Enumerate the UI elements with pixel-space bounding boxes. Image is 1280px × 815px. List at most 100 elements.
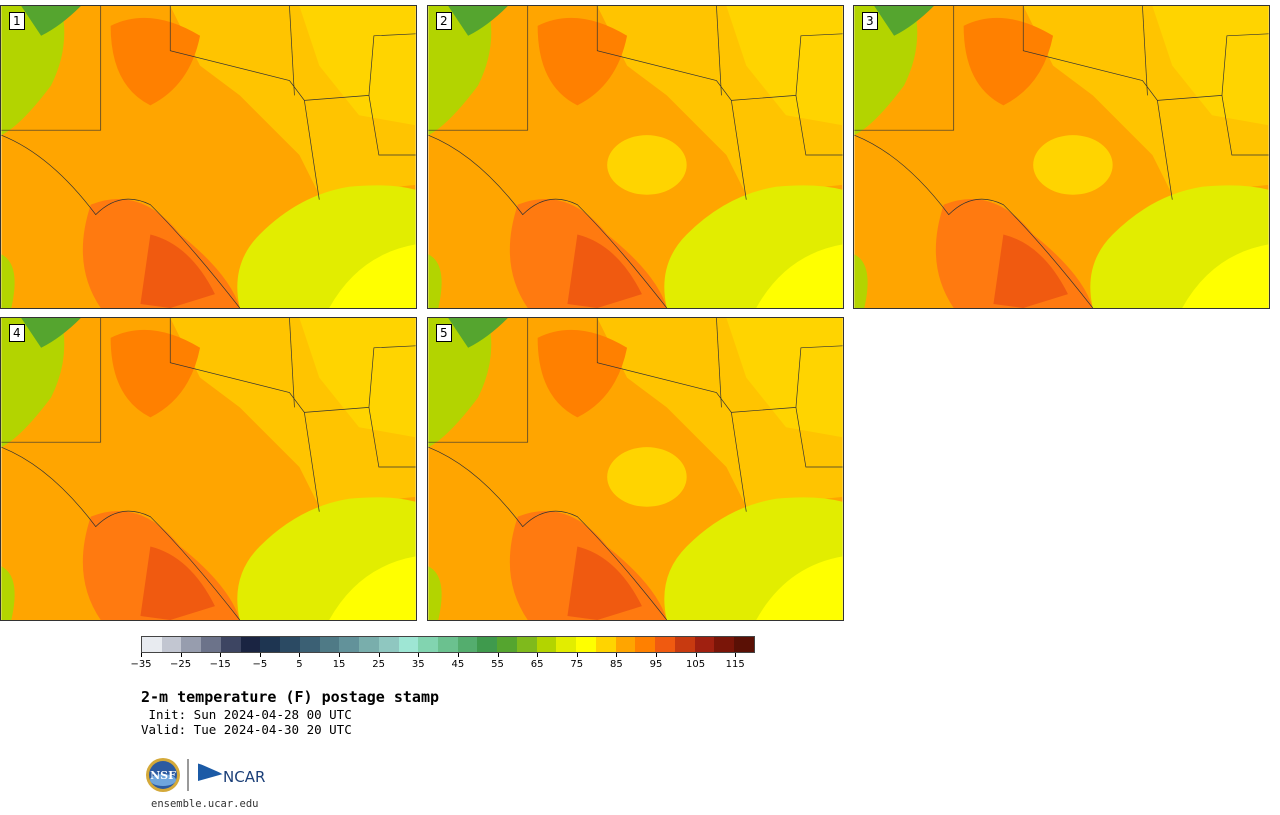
colorbar-cell — [398, 637, 419, 652]
site-url: ensemble.ucar.edu — [151, 798, 259, 810]
cool-zone — [854, 6, 918, 136]
cold-zone — [448, 6, 508, 36]
border-line — [428, 6, 529, 131]
temperature-map — [1, 6, 416, 308]
border-line — [795, 95, 843, 156]
colorbar-tick — [180, 653, 182, 657]
valid-time: Valid: Tue 2024-04-30 20 UTC — [141, 722, 352, 737]
very-hot-zone — [567, 234, 642, 308]
member-label: 5 — [436, 324, 452, 342]
very-hot-zone — [140, 234, 215, 308]
border-line — [304, 345, 416, 413]
gulf-water-warm — [329, 556, 416, 620]
mild-zone — [607, 447, 687, 507]
ncar-logo-text: NCAR — [223, 768, 265, 786]
colorbar-tick — [141, 653, 142, 657]
border-line — [1142, 6, 1148, 96]
border-line — [854, 6, 955, 131]
gulf-water-warm — [756, 244, 843, 308]
colorbar-cell — [635, 637, 656, 652]
member-label: 3 — [862, 12, 878, 30]
border-line — [368, 95, 416, 156]
colorbar-tick-label: 115 — [725, 659, 745, 670]
cool-zone — [428, 318, 492, 448]
colorbar-cell — [299, 637, 320, 652]
border-line — [596, 6, 747, 200]
cold-zone — [874, 6, 934, 36]
map-panel-4: 4 — [0, 317, 417, 621]
very-hot-zone — [993, 234, 1068, 308]
colorbar-tick-label: 55 — [491, 659, 504, 670]
colorbar-cell — [457, 637, 478, 652]
colorbar-tick — [616, 653, 618, 657]
mild-zone — [607, 135, 687, 195]
cold-zone — [21, 318, 81, 348]
colorbar-cell — [615, 637, 636, 652]
colorbar-tick — [457, 653, 459, 657]
border-line — [1, 134, 241, 308]
nsf-logo-icon: NSF — [146, 758, 180, 792]
colorbar-cell — [161, 637, 182, 652]
colorbar-cell — [516, 637, 537, 652]
colorbar-cell — [181, 637, 202, 652]
cool-zone — [1, 254, 15, 308]
gulf-water-warm — [756, 556, 843, 620]
border-line — [289, 6, 295, 96]
border-line — [731, 345, 843, 413]
border-line — [1157, 33, 1269, 101]
border-line — [428, 134, 668, 308]
colorbar-cell — [477, 637, 498, 652]
page-title: 2-m temperature (F) postage stamp — [141, 688, 440, 706]
border-line — [428, 446, 668, 620]
colorbar-tick-label: 75 — [570, 659, 584, 670]
colorbar-cell — [655, 637, 675, 652]
colorbar-cell — [418, 637, 439, 652]
border-line — [1, 318, 102, 443]
map-panel-5: 5 — [427, 317, 844, 621]
colorbar-tick-label: −15 — [209, 659, 231, 670]
mild-zone — [1033, 135, 1113, 195]
nsf-ncar-logo: NSF NCAR — [146, 758, 265, 792]
hot-zone — [963, 17, 1054, 106]
cool-zone — [428, 566, 442, 620]
temperature-map — [428, 6, 843, 308]
colorbar-tick — [537, 653, 539, 657]
hot-zone — [537, 17, 628, 106]
colorbar-cell — [497, 637, 517, 652]
colorbar-cell — [220, 637, 241, 652]
colorbar-tick-label: −35 — [130, 659, 152, 670]
border-line — [716, 6, 722, 96]
colorbar-cell — [359, 637, 379, 652]
colorbar-cell — [339, 637, 360, 652]
colorbar-tick — [259, 653, 261, 657]
colorbar-cell — [694, 637, 715, 652]
cool-zone — [428, 254, 442, 308]
border-line — [596, 318, 747, 512]
colorbar-cell — [556, 637, 577, 652]
colorbar-tick — [735, 653, 737, 657]
border-line — [731, 33, 843, 101]
border-line — [1022, 6, 1173, 200]
cool-zone — [854, 254, 868, 308]
border-line — [428, 318, 529, 443]
colorbar-tick-label: 35 — [411, 659, 425, 670]
border-line — [1221, 95, 1269, 156]
colorbar-cell — [438, 637, 458, 652]
colorbar-cell — [319, 637, 340, 652]
colorbar-tick — [220, 653, 222, 657]
colorbar-tick — [655, 653, 657, 657]
gulf-water-warm — [1182, 244, 1269, 308]
temperature-map — [428, 318, 843, 620]
colorbar-cell — [280, 637, 300, 652]
colorbar-cell — [142, 637, 162, 652]
border-line — [289, 318, 295, 408]
hot-zone — [110, 17, 201, 106]
border-line — [304, 33, 416, 101]
colorbar-tick-label: 25 — [372, 659, 386, 670]
map-panel-3: 3 — [853, 5, 1270, 309]
border-line — [716, 318, 722, 408]
colorbar-tick-label: 65 — [530, 659, 544, 670]
colorbar-cell — [595, 637, 616, 652]
colorbar-tick — [695, 653, 697, 657]
colorbar-cell — [714, 637, 735, 652]
